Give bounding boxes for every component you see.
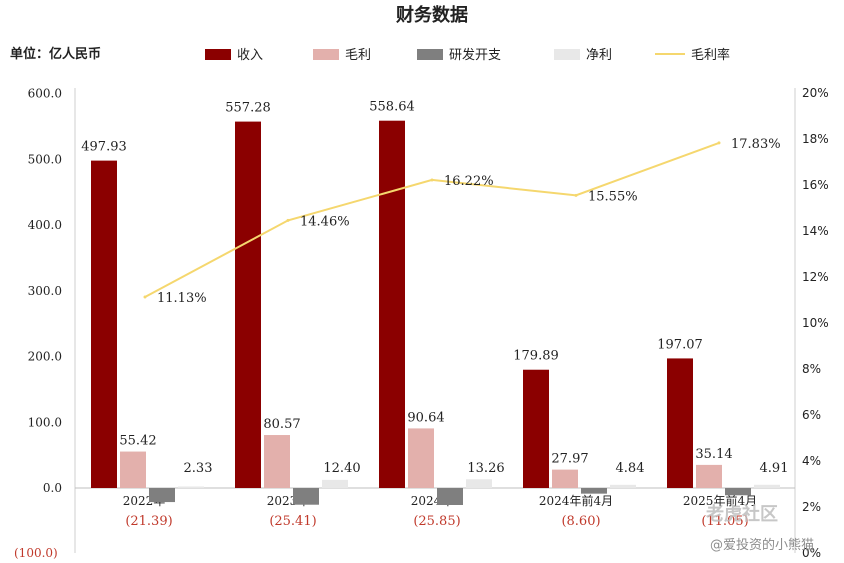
bar-gross-profit — [552, 469, 578, 488]
data-label-revenue: 558.64 — [369, 100, 415, 115]
legend-swatch — [205, 49, 231, 60]
y-right-tick-label: 4% — [802, 454, 821, 468]
watermark-handle: @爱投资的小熊猫 — [710, 537, 814, 553]
legend-label: 净利 — [586, 48, 612, 63]
data-label-net-profit: 12.40 — [323, 461, 360, 476]
data-label-rd-expense: (11.05) — [701, 514, 748, 529]
y-right-tick-label: 6% — [802, 408, 821, 422]
y-right-tick-label: 18% — [802, 132, 829, 146]
bar-rd-expense — [149, 488, 175, 503]
data-label-margin: 17.83% — [731, 137, 781, 152]
bar-net-profit — [322, 479, 348, 488]
y-right-tick-label: 16% — [802, 178, 829, 192]
y-right-tick-label: 2% — [802, 500, 821, 514]
data-label-revenue: 179.89 — [513, 349, 559, 364]
data-label-margin: 15.55% — [588, 189, 638, 204]
y-left-tick-label: 0.0 — [43, 481, 62, 495]
y-right-tick-label: 20% — [802, 86, 829, 100]
bar-revenue — [667, 358, 693, 488]
data-label-gross-profit: 35.14 — [695, 447, 732, 462]
data-label-gross-profit: 55.42 — [119, 434, 156, 449]
data-label-rd-expense: (25.85) — [413, 514, 460, 529]
legend: 收入 毛利 研发开支 净利 毛利率 — [205, 47, 730, 63]
margin-point — [717, 141, 721, 145]
legend-swatch — [554, 49, 580, 60]
y-right-tick-label: 14% — [802, 224, 829, 238]
y-left-tick-label: 600.0 — [28, 87, 62, 101]
legend-label: 研发开支 — [449, 47, 501, 63]
data-label-gross-profit: 90.64 — [407, 410, 444, 425]
margin-line: 11.13% 14.46% 16.22% 15.55% 17.83% — [143, 137, 781, 306]
bar-gross-profit — [696, 464, 722, 488]
data-label-margin: 11.13% — [157, 291, 207, 306]
margin-point — [430, 178, 434, 182]
bar-revenue — [91, 160, 117, 488]
data-label-revenue: 497.93 — [81, 140, 127, 155]
x-tick-label: 2024年前4月 — [539, 493, 613, 508]
bar-rd-expense — [725, 488, 751, 496]
bar-net-profit — [466, 479, 492, 488]
y-left-tick-label: 500.0 — [28, 152, 62, 166]
data-label-revenue: 197.07 — [657, 337, 703, 352]
bar-gross-profit — [408, 428, 434, 488]
legend-swatch — [313, 49, 339, 60]
bar-net-profit — [610, 484, 636, 488]
bar-gross-profit — [264, 435, 290, 488]
watermark-brand: 老虎社区 — [706, 503, 778, 525]
y-right-tick-label: 0% — [802, 546, 821, 560]
bar-rd-expense — [437, 488, 463, 505]
y-left-bottom-label: (100.0) — [14, 546, 58, 560]
unit-label: 单位：亿人民币 — [10, 46, 101, 62]
legend-label: 收入 — [237, 48, 263, 63]
data-label-rd-expense: (8.60) — [561, 514, 600, 529]
margin-line-path — [144, 141, 720, 298]
bar-revenue — [235, 121, 261, 488]
bar-net-profit — [178, 486, 204, 488]
bar-revenue — [523, 369, 549, 488]
margin-point — [574, 193, 578, 197]
data-label-revenue: 557.28 — [225, 101, 271, 116]
legend-swatch — [417, 49, 443, 60]
y-left-tick-label: 100.0 — [28, 415, 62, 429]
margin-point — [143, 295, 147, 299]
data-label-net-profit: 2.33 — [184, 461, 213, 476]
data-label-gross-profit: 80.57 — [263, 417, 300, 432]
y-right-tick-label: 12% — [802, 270, 829, 284]
y-right-tick-label: 10% — [802, 316, 829, 330]
margin-point — [286, 218, 290, 222]
axes: 600.0 500.0 400.0 300.0 200.0 100.0 0.0 (100.0)… — [14, 86, 829, 560]
y-right-tick-label: 8% — [802, 362, 821, 376]
data-label-rd-expense: (25.41) — [269, 514, 316, 529]
data-label-margin: 16.22% — [444, 174, 494, 189]
data-labels: 497.93 557.28 558.64 179.89 197.07 55.42 80.57… — [81, 100, 788, 529]
y-left-tick-label: 400.0 — [28, 218, 62, 232]
data-label-gross-profit: 27.97 — [551, 452, 588, 467]
legend-label: 毛利率 — [691, 47, 730, 63]
x-tick-label: 2025年前4月 — [683, 493, 757, 508]
bar-gross-profit — [120, 451, 146, 488]
data-label-net-profit: 4.91 — [760, 461, 789, 476]
bar-revenue — [379, 120, 405, 488]
data-label-margin: 14.46% — [300, 214, 350, 229]
y-left-tick-label: 300.0 — [28, 284, 62, 298]
bar-rd-expense — [581, 488, 607, 494]
watermark: 老虎社区 @爱投资的小熊猫 — [706, 503, 814, 553]
data-label-net-profit: 13.26 — [467, 461, 504, 476]
y-left-tick-label: 200.0 — [28, 350, 62, 364]
bars — [91, 120, 780, 505]
chart-title: 财务数据 — [396, 4, 468, 26]
legend-label: 毛利 — [345, 48, 371, 63]
data-label-rd-expense: (21.39) — [125, 514, 172, 529]
bar-net-profit — [754, 484, 780, 488]
bar-rd-expense — [293, 488, 319, 505]
data-label-net-profit: 4.84 — [616, 461, 645, 476]
